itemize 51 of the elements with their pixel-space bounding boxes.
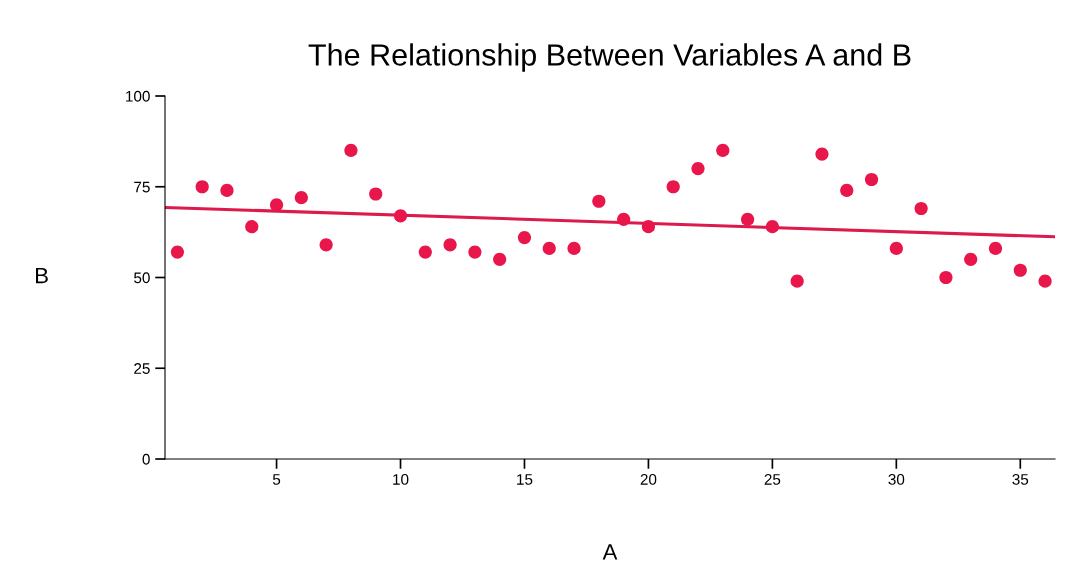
point <box>592 194 606 208</box>
point <box>840 183 854 197</box>
point <box>790 274 804 288</box>
point <box>369 187 383 201</box>
point <box>567 241 581 256</box>
point <box>716 143 730 158</box>
point <box>493 252 507 266</box>
x-tick-label: 10 <box>393 473 409 485</box>
point <box>245 220 259 234</box>
point <box>319 238 333 252</box>
point <box>914 201 928 216</box>
point <box>617 212 631 227</box>
point <box>691 162 705 176</box>
x-axis-title: A <box>602 544 618 560</box>
point <box>641 220 656 234</box>
y-tick-label: 25 <box>134 363 150 374</box>
point <box>220 183 234 197</box>
point <box>889 241 903 256</box>
y-tick-label: 100 <box>126 90 150 102</box>
point <box>765 220 779 234</box>
y-axis-title: B <box>36 267 48 284</box>
x-tick-label: 35 <box>1012 473 1029 485</box>
point <box>393 209 408 223</box>
point <box>741 212 755 227</box>
point <box>542 241 556 256</box>
point <box>964 252 978 266</box>
point <box>443 238 457 252</box>
point <box>815 147 829 161</box>
x-tick-label: 15 <box>517 474 533 485</box>
chart-title: The Relationship Between Variables A and B <box>308 43 911 72</box>
x-tick-label: 20 <box>640 473 657 485</box>
point <box>1013 263 1027 277</box>
point <box>418 245 432 259</box>
point <box>517 230 532 245</box>
y-tick-label: 0 <box>142 453 150 465</box>
point <box>939 270 953 285</box>
point <box>170 245 184 259</box>
x-tick-label: 25 <box>764 473 781 485</box>
x-tick-label: 30 <box>888 473 905 485</box>
y-tick-label: 75 <box>134 181 150 193</box>
point <box>864 172 879 187</box>
point <box>294 191 308 205</box>
point <box>468 245 482 259</box>
x-tick-label: 5 <box>272 474 281 485</box>
point <box>344 143 358 158</box>
point <box>988 241 1003 256</box>
point <box>1038 274 1052 288</box>
y-tick-label: 50 <box>134 272 150 284</box>
point <box>269 198 284 212</box>
point <box>666 180 680 194</box>
point <box>195 180 209 194</box>
